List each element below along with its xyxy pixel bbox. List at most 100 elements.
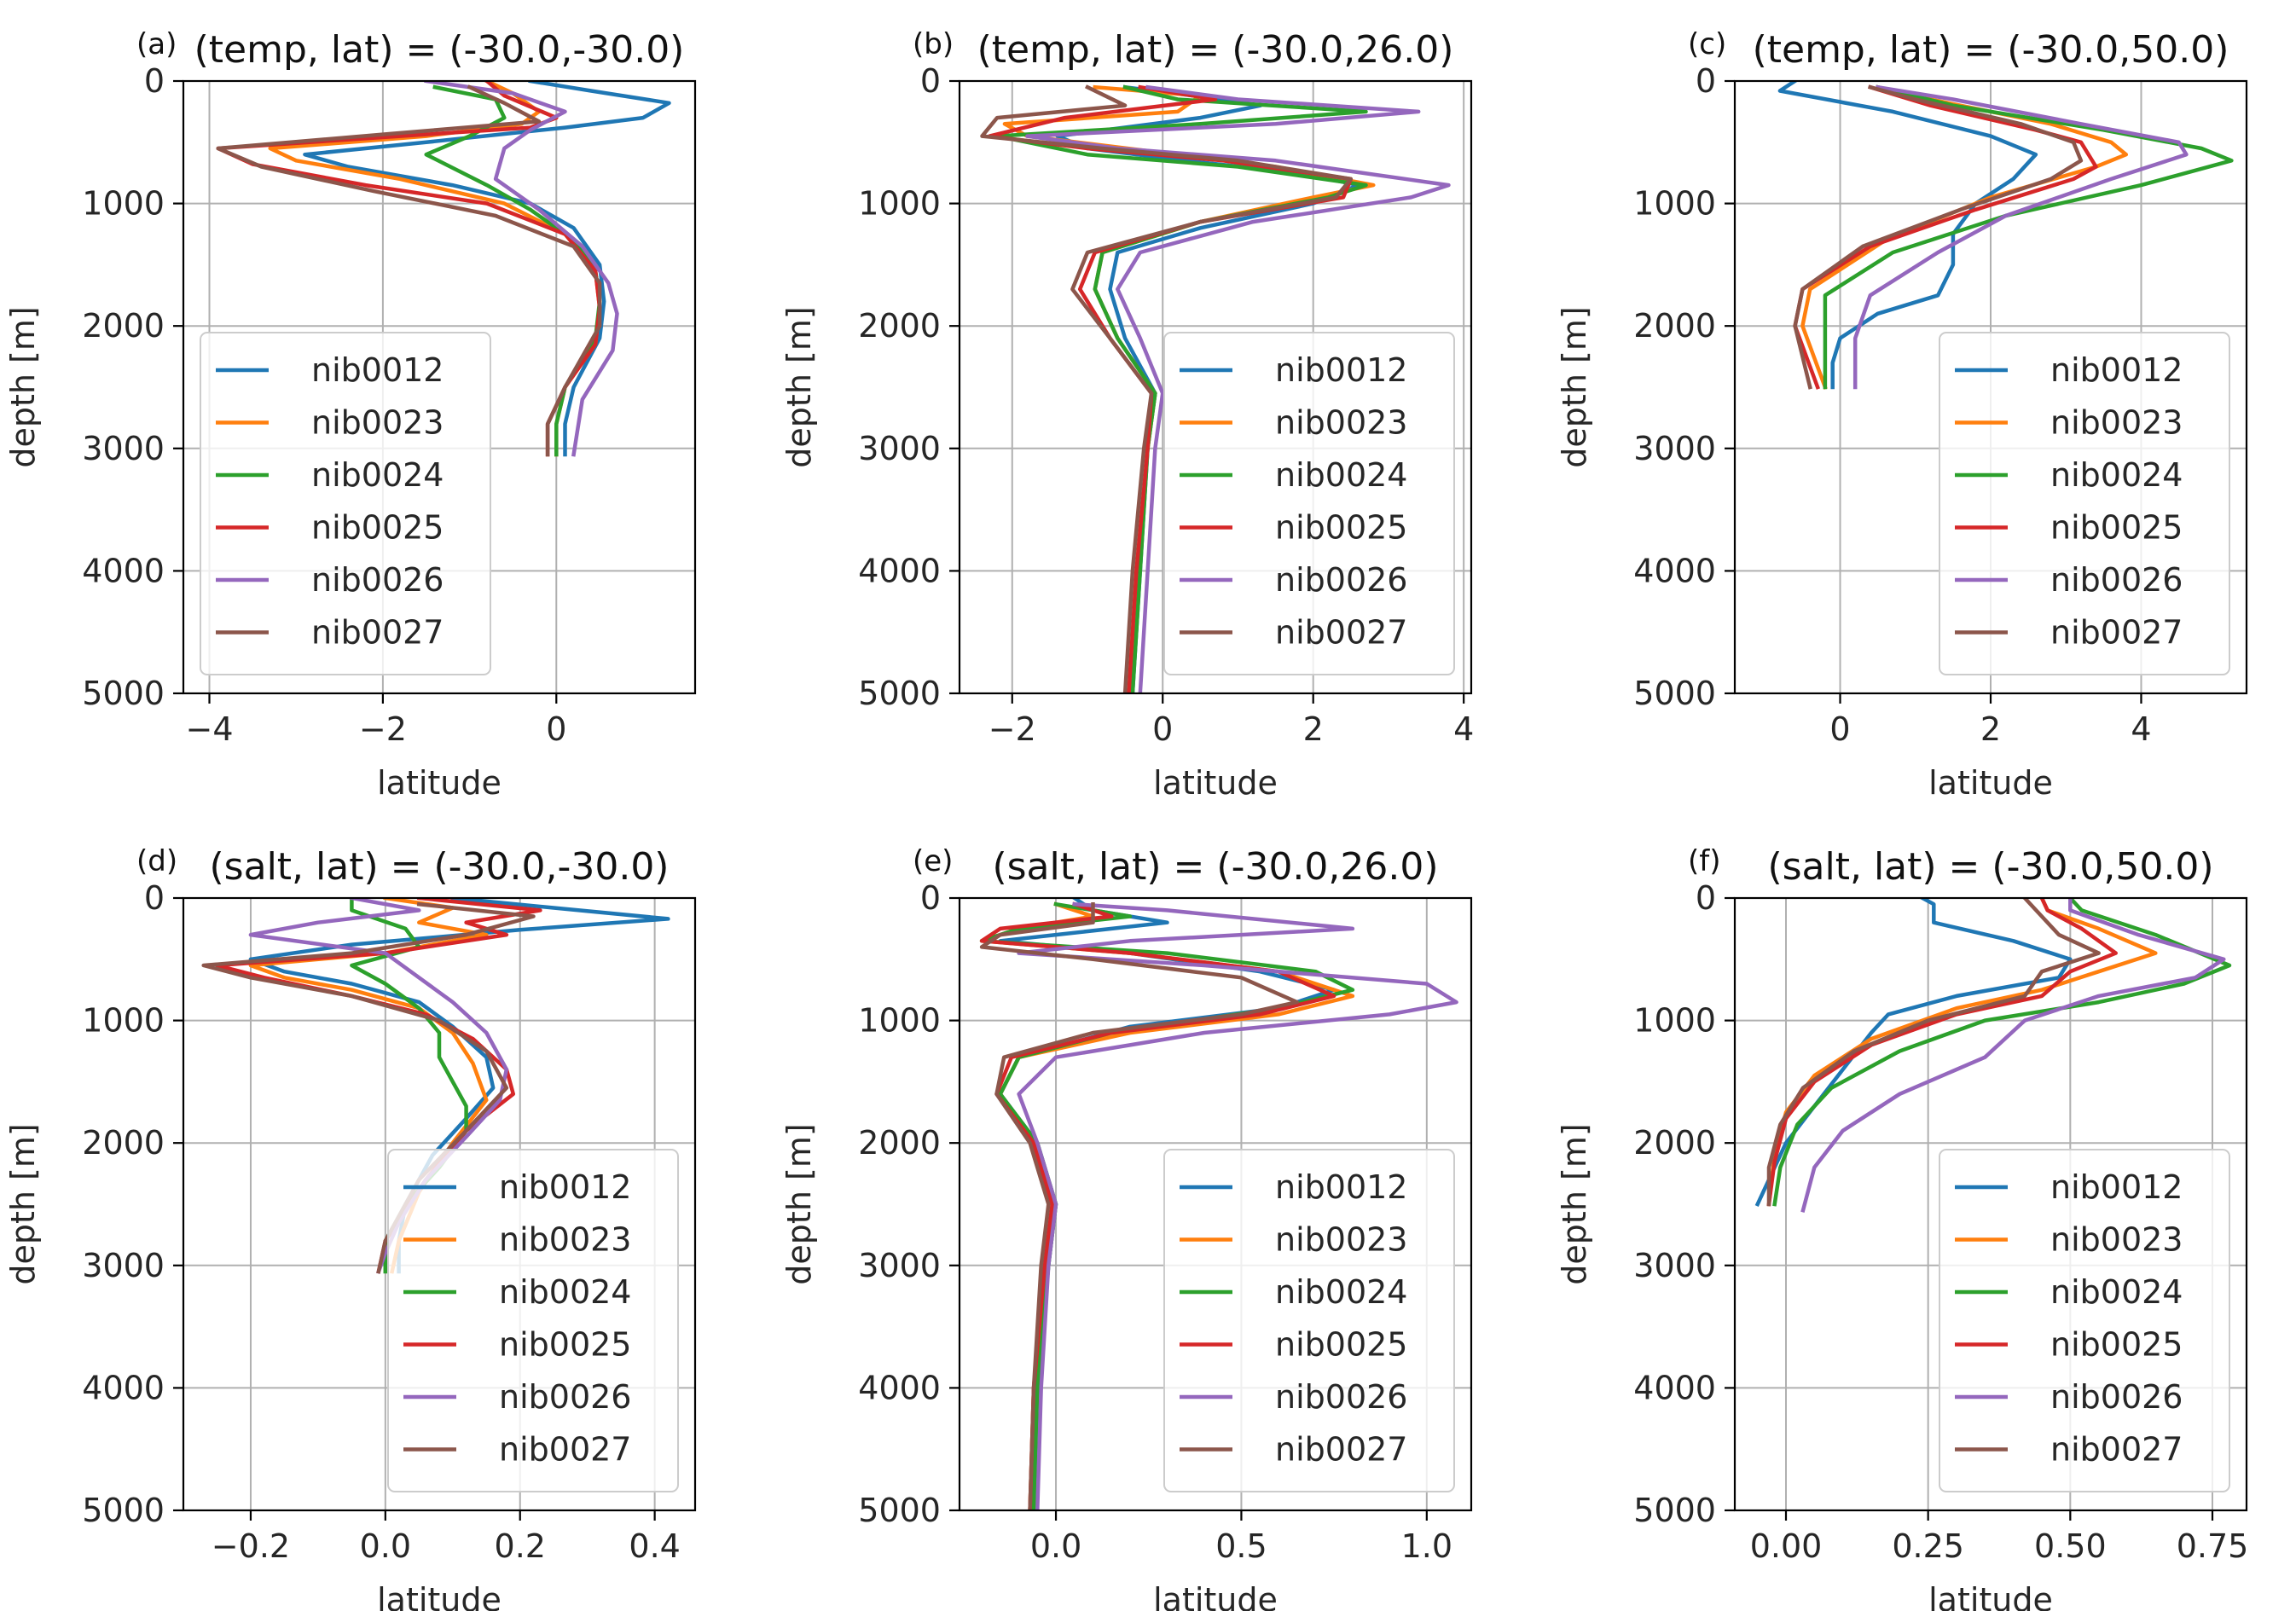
y-tick-label: 4000 [1633, 552, 1716, 589]
x-tick-label: −4 [185, 710, 233, 748]
legend-label-nib0012: nib0012 [2050, 1168, 2183, 1206]
legend-box [1163, 332, 1455, 675]
legend-label-nib0024: nib0024 [1275, 1273, 1407, 1311]
y-tick-label: 4000 [858, 1369, 941, 1406]
series-line-nib0026 [1800, 898, 2226, 1213]
series-line-nib0024 [1823, 84, 2234, 390]
axes-frame [958, 896, 1473, 1512]
x-axis-label: latitude [1153, 1581, 1278, 1611]
y-axis-label: depth [m] [1556, 306, 1593, 467]
series-group [216, 81, 671, 457]
x-tick-label: 0 [1152, 710, 1173, 748]
y-tick-label: 3000 [1633, 430, 1716, 467]
legend-box [200, 332, 491, 675]
y-tick-label: 5000 [1633, 675, 1716, 712]
x-tick-label: 0.50 [2034, 1527, 2107, 1565]
legend-label-nib0024: nib0024 [2050, 456, 2183, 494]
legend-label-nib0023: nib0023 [1275, 404, 1407, 442]
y-tick-label: 1000 [82, 1002, 165, 1040]
legend: nib0012 nib0023 nib0024 nib0025 nib0026 nib00… [1939, 1149, 2230, 1492]
x-tick-label: 4 [2131, 710, 2151, 748]
series-line-nib0024 [1772, 898, 2232, 1207]
legend-label-nib0024: nib0024 [499, 1273, 631, 1311]
y-tick-label: 3000 [82, 430, 165, 467]
legend: nib0012 nib0023 nib0024 nib0025 nib0026 nib00… [200, 332, 491, 675]
y-tick-label: 5000 [858, 1492, 941, 1529]
y-tick-label: 0 [144, 62, 165, 100]
panel-title: (salt, lat) = (-30.0,50.0) [1767, 845, 2213, 889]
x-tick-label: 2 [1980, 710, 2001, 748]
x-tick-label: 4 [1453, 710, 1474, 748]
legend-label-nib0025: nib0025 [2050, 1326, 2183, 1364]
y-tick-label: 2000 [858, 1124, 941, 1162]
y-tick-label: 2000 [82, 1124, 165, 1162]
y-tick-label: 4000 [82, 552, 165, 589]
panel-letter: (c) [1688, 27, 1726, 61]
y-tick-label: 0 [920, 62, 941, 100]
legend-label-nib0027: nib0027 [2050, 1431, 2183, 1469]
y-tick-label: 1000 [858, 185, 941, 223]
x-axis-label: latitude [377, 764, 502, 802]
series-line-nib0026 [1852, 84, 2189, 390]
panel-letter: (f) [1688, 844, 1721, 878]
y-tick-label: 5000 [1633, 1492, 1716, 1529]
axes-frame [1733, 896, 2248, 1512]
x-axis-label: latitude [377, 1581, 502, 1611]
legend-label-nib0023: nib0023 [1275, 1221, 1407, 1259]
series-line-nib0027 [1793, 84, 2084, 390]
x-tick-label: 0.25 [1892, 1527, 1964, 1565]
series-line-nib0012 [303, 81, 671, 457]
series-line-nib0027 [979, 901, 1299, 1510]
y-tick-label: 3000 [1633, 1247, 1716, 1284]
y-axis-label: depth [m] [4, 306, 42, 467]
legend: nib0012 nib0023 nib0024 nib0025 nib0026 nib00… [1939, 332, 2230, 675]
series-group [980, 84, 1451, 693]
legend-label-nib0012: nib0012 [311, 351, 444, 389]
legend-label-nib0026: nib0026 [2050, 1378, 2183, 1416]
series-line-nib0027 [216, 84, 602, 457]
panel-2: −2 0 2 4 0 1000 2000 3000 4000 5000 latitude depth … [780, 27, 1474, 802]
series-line-nib0027 [980, 84, 1354, 693]
legend-label-nib0023: nib0023 [311, 404, 444, 442]
legend-label-nib0024: nib0024 [1275, 456, 1407, 494]
legend-label-nib0026: nib0026 [499, 1378, 631, 1416]
legend-box [387, 1149, 679, 1492]
series-line-nib0027 [1766, 898, 2101, 1207]
legend: nib0012 nib0023 nib0024 nib0025 nib0026 nib00… [1163, 1149, 1455, 1492]
x-tick-label: 0.0 [1030, 1527, 1081, 1565]
x-tick-label: 0.00 [1750, 1527, 1823, 1565]
x-tick-label: 0.0 [360, 1527, 411, 1565]
panel-title: (temp, lat) = (-30.0,26.0) [977, 28, 1454, 72]
x-tick-label: 1.0 [1401, 1527, 1452, 1565]
legend-label-nib0026: nib0026 [1275, 561, 1407, 599]
series-line-nib0025 [1766, 898, 2118, 1207]
series-line-nib0025 [979, 901, 1336, 1510]
legend-label-nib0024: nib0024 [2050, 1273, 2183, 1311]
y-tick-label: 1000 [1633, 185, 1716, 223]
y-tick-label: 2000 [82, 307, 165, 345]
y-tick-label: 1000 [82, 185, 165, 223]
panel-1: −4 −2 0 0 1000 2000 3000 4000 5000 latitude depth … [4, 27, 697, 802]
legend: nib0012 nib0023 nib0024 nib0025 nib0026 nib00… [1163, 332, 1455, 675]
x-tick-label: 0.2 [495, 1527, 546, 1565]
x-tick-label: 0 [546, 710, 566, 748]
y-tick-label: 3000 [858, 430, 941, 467]
panel-title: (salt, lat) = (-30.0,-30.0) [210, 845, 670, 889]
legend-label-nib0026: nib0026 [311, 561, 444, 599]
y-tick-label: 0 [1696, 879, 1716, 917]
panel-4: −0.2 0.0 0.2 0.4 0 1000 2000 3000 4000 5000 latitu… [4, 844, 697, 1611]
x-tick-label: 0 [1829, 710, 1850, 748]
y-tick-label: 0 [144, 879, 165, 917]
x-tick-label: −0.2 [212, 1527, 290, 1565]
legend-box [1939, 1149, 2230, 1492]
legend-label-nib0024: nib0024 [311, 456, 444, 494]
legend-label-nib0025: nib0025 [311, 509, 444, 547]
legend-label-nib0023: nib0023 [499, 1221, 631, 1259]
panel-title: (temp, lat) = (-30.0,50.0) [1753, 28, 2229, 72]
series-line-nib0026 [424, 81, 619, 457]
series-group [979, 898, 1458, 1510]
x-tick-label: −2 [359, 710, 407, 748]
legend-label-nib0023: nib0023 [2050, 1221, 2183, 1259]
legend-label-nib0012: nib0012 [499, 1168, 631, 1206]
legend-label-nib0025: nib0025 [1275, 509, 1407, 547]
